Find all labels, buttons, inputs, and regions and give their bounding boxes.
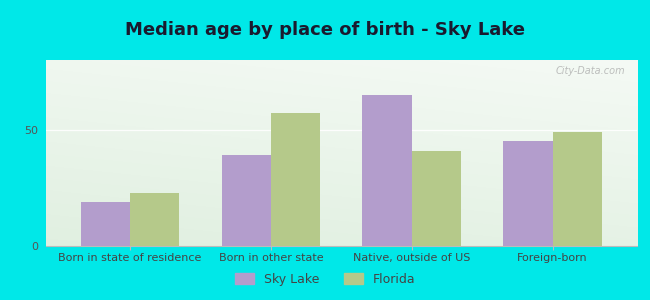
Legend: Sky Lake, Florida: Sky Lake, Florida: [229, 268, 421, 291]
Bar: [362, 95, 411, 246]
Bar: [552, 132, 602, 246]
Bar: [411, 151, 461, 246]
Bar: [130, 193, 179, 246]
Text: Median age by place of birth - Sky Lake: Median age by place of birth - Sky Lake: [125, 21, 525, 39]
Bar: [271, 113, 320, 246]
Bar: [81, 202, 130, 246]
Bar: [222, 155, 271, 246]
Bar: [503, 141, 552, 246]
Text: City-Data.com: City-Data.com: [556, 66, 625, 76]
